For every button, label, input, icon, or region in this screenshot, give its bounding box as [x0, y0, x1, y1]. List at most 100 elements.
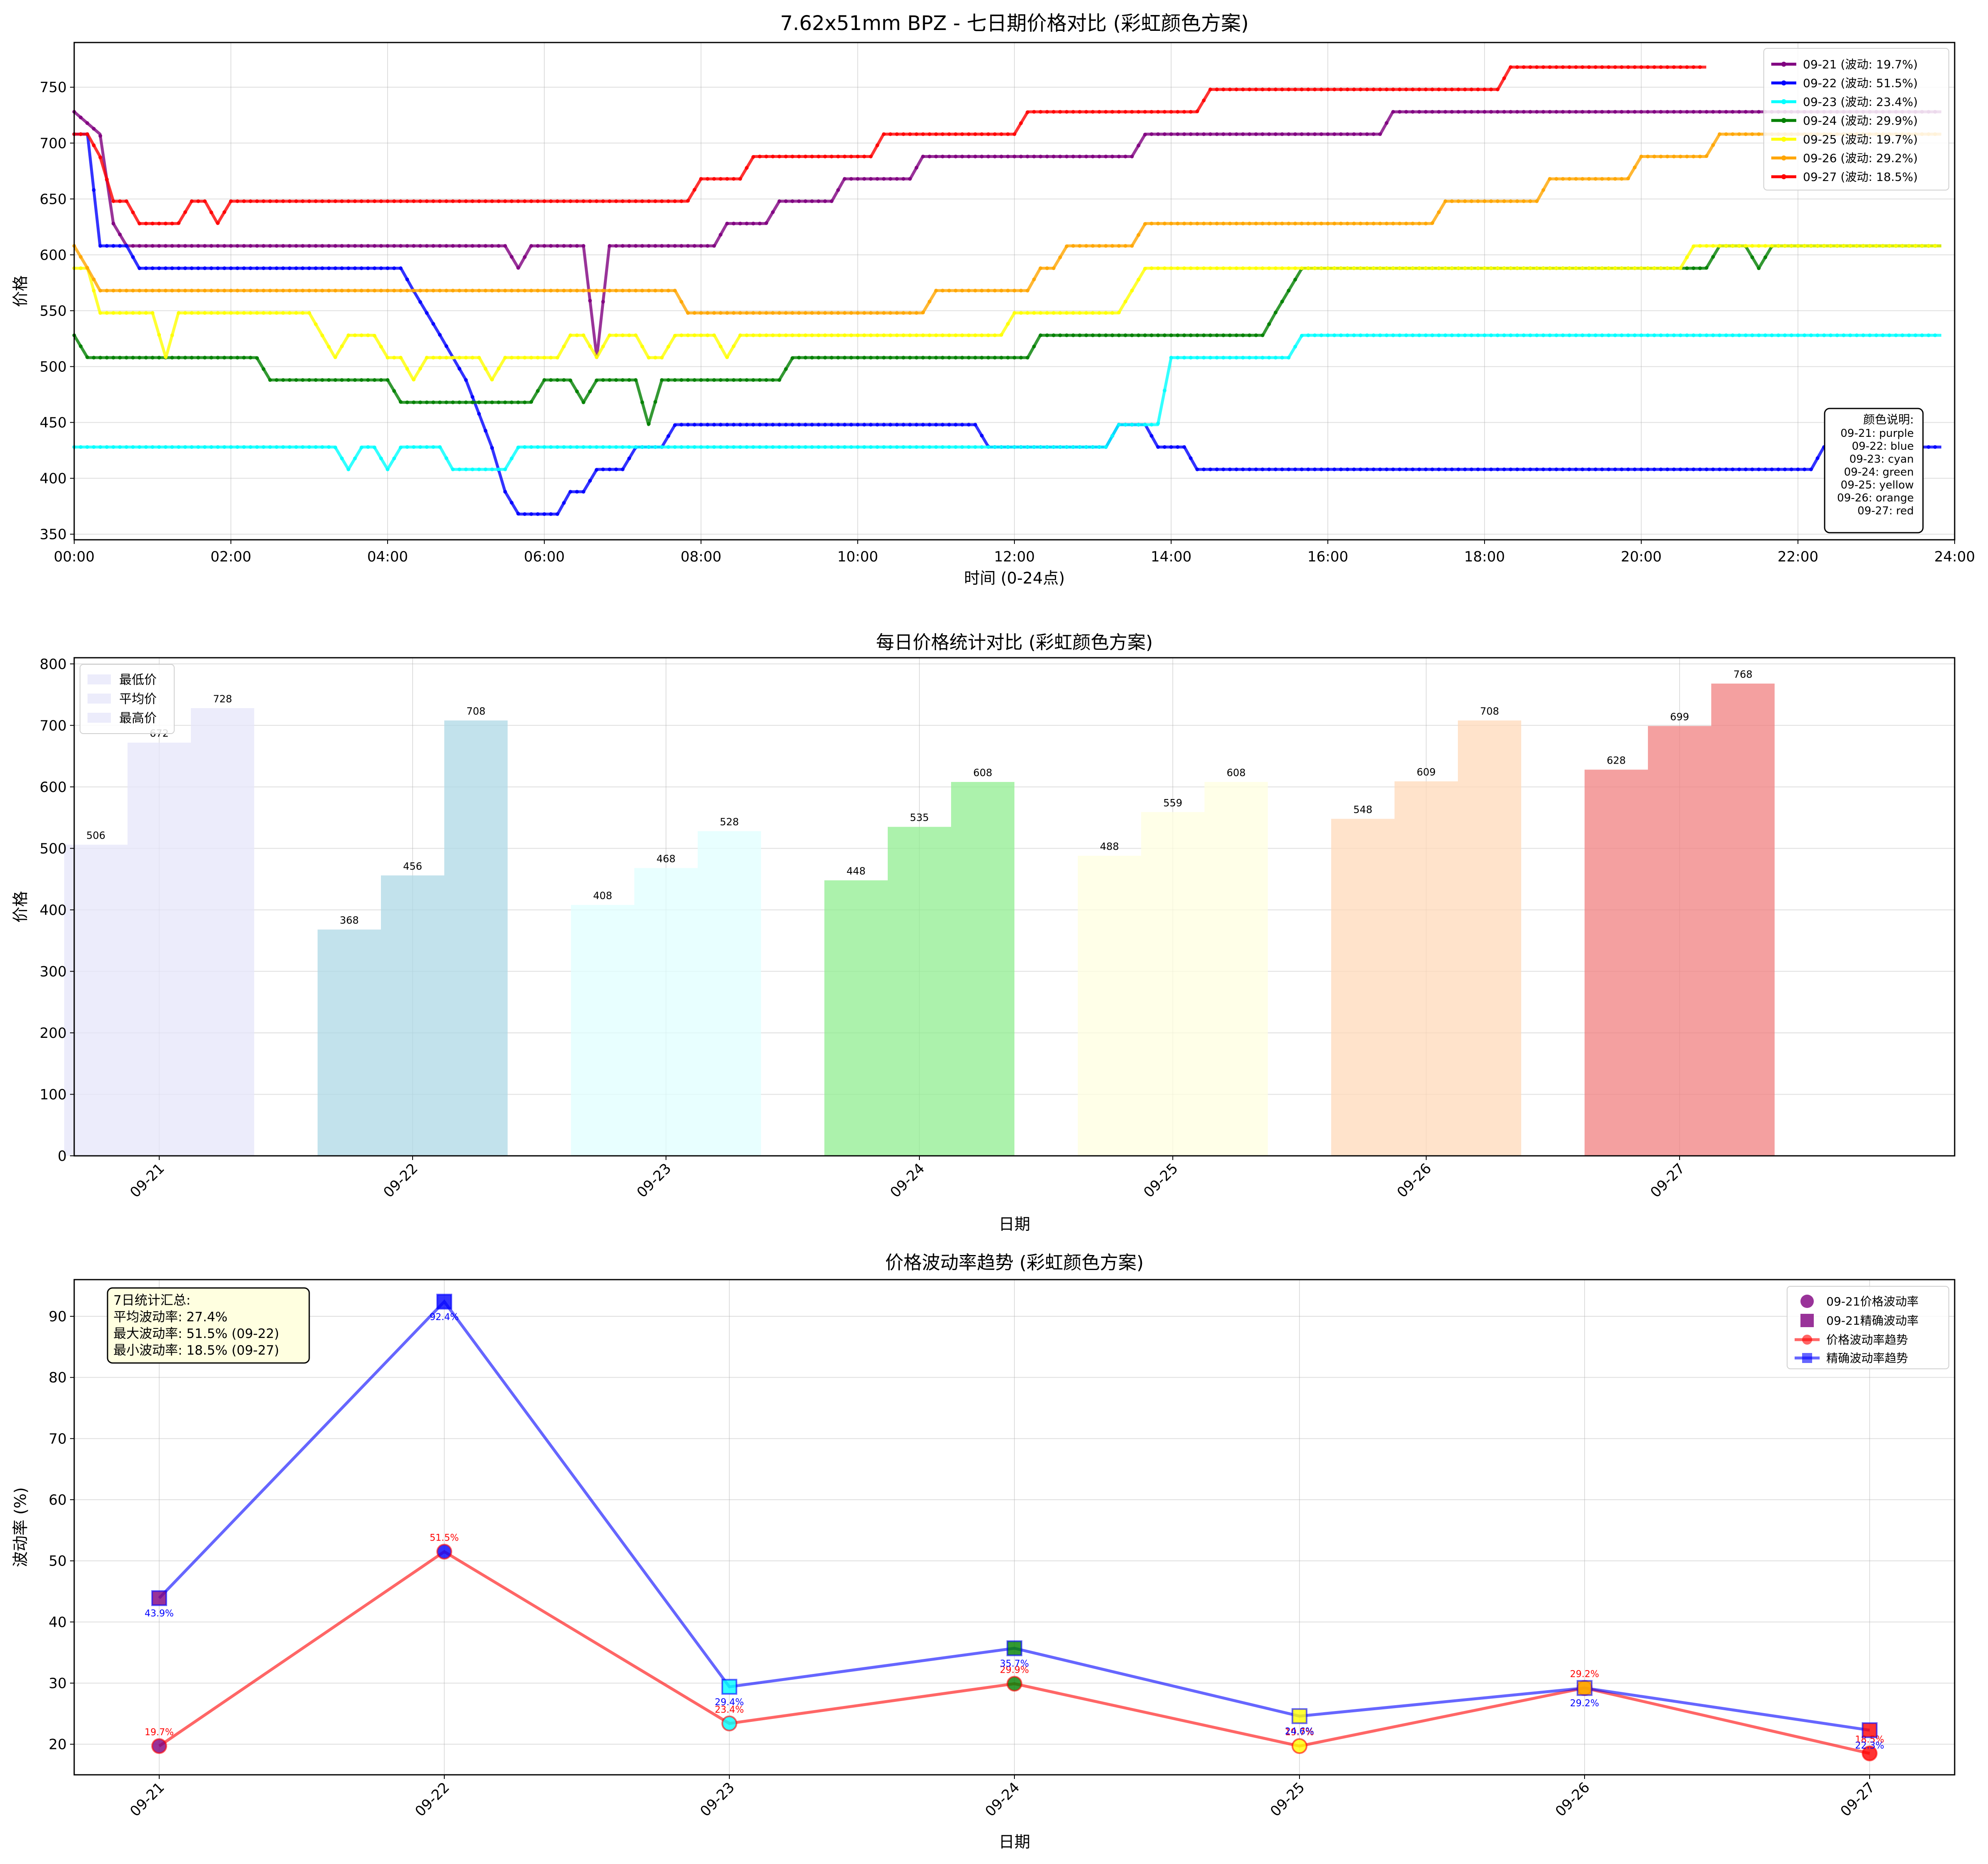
data-point-09-23 — [738, 445, 742, 449]
data-point-09-24 — [516, 400, 520, 404]
data-point-09-25 — [1299, 266, 1304, 271]
data-point-09-21 — [1391, 110, 1395, 114]
data-point-09-24 — [653, 400, 657, 404]
data-point-09-26 — [843, 311, 847, 315]
data-point-09-25 — [1182, 266, 1186, 271]
data-point-09-23 — [1698, 333, 1702, 337]
data-point-09-23 — [1620, 333, 1624, 337]
data-point-09-23 — [431, 445, 436, 449]
data-point-09-27 — [588, 199, 592, 203]
data-point-09-22 — [1770, 467, 1774, 471]
data-point-09-22 — [157, 266, 161, 271]
legend-box — [1763, 48, 1949, 190]
data-point-09-22 — [856, 423, 860, 427]
data-point-09-21 — [471, 244, 475, 248]
data-point-09-23 — [1404, 333, 1408, 337]
data-point-09-23 — [1397, 333, 1402, 337]
data-point-09-26 — [771, 311, 775, 315]
data-point-09-21 — [836, 188, 840, 192]
data-point-09-21 — [1306, 132, 1310, 136]
data-point-09-21 — [568, 244, 573, 248]
data-point-09-21 — [1339, 132, 1343, 136]
data-point-09-27 — [1006, 132, 1010, 136]
data-point-09-24 — [1025, 356, 1029, 360]
data-point-09-27 — [1130, 110, 1134, 114]
bar-09-25-2 — [1204, 782, 1268, 1156]
legend-label: 09-27 (波动: 18.5%) — [1803, 170, 1918, 184]
data-point-09-24 — [398, 400, 403, 404]
precise-volatility-point-09-21 — [151, 1590, 167, 1606]
data-point-09-24 — [1254, 333, 1258, 337]
color-explanation-line: 09-25: yellow — [1840, 479, 1914, 491]
data-point-09-27 — [1665, 65, 1670, 69]
data-point-09-23 — [1613, 333, 1617, 337]
data-point-09-22 — [1803, 467, 1807, 471]
data-point-09-21 — [542, 244, 546, 248]
data-point-09-26 — [980, 288, 984, 293]
data-point-09-23 — [869, 445, 873, 449]
data-point-09-21 — [712, 244, 716, 248]
data-point-09-24 — [124, 356, 128, 360]
data-point-09-27 — [1358, 88, 1362, 92]
data-point-09-24 — [1058, 333, 1062, 337]
data-point-09-26 — [1463, 199, 1467, 203]
data-point-09-23 — [392, 456, 396, 461]
data-point-09-21 — [1234, 132, 1239, 136]
color-explanation-line: 09-23: cyan — [1849, 453, 1914, 466]
bar-09-24-2 — [951, 782, 1014, 1156]
data-point-09-24 — [699, 378, 703, 382]
data-point-09-26 — [1162, 221, 1167, 225]
data-point-09-27 — [98, 155, 103, 160]
data-point-09-27 — [1495, 88, 1500, 92]
color-explanation-title: 颜色说明: — [1863, 413, 1914, 426]
data-point-09-21 — [1378, 132, 1382, 136]
x-tick-label: 09-26 — [1552, 1779, 1593, 1820]
data-point-09-25 — [457, 356, 461, 360]
x-tick-label: 09-24 — [982, 1779, 1023, 1820]
data-point-09-22 — [1241, 467, 1245, 471]
data-point-09-22 — [941, 423, 945, 427]
data-point-09-27 — [529, 199, 533, 203]
data-point-09-24 — [1189, 333, 1193, 337]
data-point-09-22 — [1776, 467, 1780, 471]
data-point-09-26 — [366, 288, 370, 293]
data-point-09-21 — [901, 177, 906, 181]
data-point-09-25 — [261, 311, 265, 315]
data-point-09-21 — [1470, 110, 1474, 114]
data-point-09-22 — [947, 423, 951, 427]
data-point-09-27 — [1202, 98, 1206, 103]
data-point-09-24 — [640, 400, 644, 404]
data-point-09-21 — [261, 244, 265, 248]
x-tick-label: 09-25 — [1140, 1160, 1181, 1201]
data-point-09-26 — [888, 311, 892, 315]
data-point-09-26 — [751, 311, 755, 315]
data-point-09-25 — [118, 311, 122, 315]
data-point-09-22 — [1678, 467, 1683, 471]
data-point-09-23 — [862, 445, 866, 449]
precise-volatility-point-09-23 — [721, 1679, 737, 1695]
data-point-09-21 — [216, 244, 220, 248]
data-point-09-23 — [888, 445, 892, 449]
data-point-09-21 — [92, 127, 96, 131]
data-point-09-22 — [118, 244, 122, 248]
data-point-09-26 — [1417, 221, 1421, 225]
data-point-09-22 — [1574, 467, 1578, 471]
data-point-09-21 — [1247, 132, 1252, 136]
data-point-09-23 — [1332, 333, 1337, 337]
x-tick-label: 09-26 — [1394, 1160, 1435, 1201]
data-point-09-23 — [1665, 333, 1670, 337]
data-point-09-25 — [1202, 266, 1206, 271]
data-point-09-24 — [464, 400, 468, 404]
data-point-09-27 — [1287, 88, 1291, 92]
data-point-09-25 — [1274, 266, 1278, 271]
data-point-09-25 — [1887, 244, 1891, 248]
data-point-09-23 — [1372, 333, 1376, 337]
data-point-09-26 — [1600, 177, 1604, 181]
data-point-09-25 — [300, 311, 305, 315]
data-point-09-22 — [523, 512, 527, 516]
data-point-09-23 — [1855, 333, 1859, 337]
data-point-09-21 — [647, 244, 651, 248]
data-point-09-27 — [1535, 65, 1539, 69]
data-point-09-27 — [320, 199, 324, 203]
data-point-09-25 — [294, 311, 298, 315]
